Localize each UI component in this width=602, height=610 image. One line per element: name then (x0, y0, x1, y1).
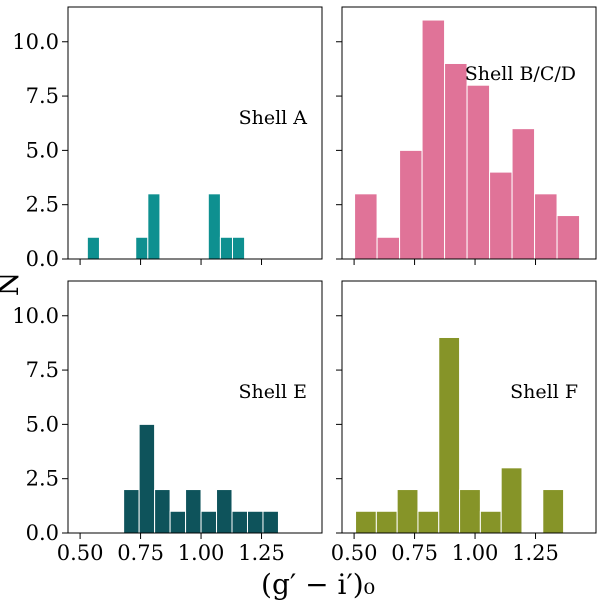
panel-label: Shell B/C/D (465, 63, 576, 85)
x-axis-label: (g′ − i′)₀ (261, 568, 375, 601)
bar (535, 194, 557, 259)
bar (220, 237, 232, 259)
y-tick-label: 5.0 (26, 138, 59, 162)
panel-1: 0.0 2.5 5.0 7.5 10.0 Shell A (12, 7, 322, 271)
panel-4: 0.50 0.75 1.00 1.25 Shell F (331, 281, 596, 565)
y-tick-label: 2.5 (26, 467, 59, 491)
x-tick-label: 1.25 (238, 541, 285, 565)
x-tick-label: 0.50 (331, 541, 378, 565)
x-tick-label: 0.75 (391, 541, 438, 565)
bar (377, 237, 399, 259)
panel-label: Shell E (238, 381, 307, 403)
panel-label: Shell A (239, 107, 308, 129)
panel-3: 0.0 2.5 5.0 7.5 10.0 0.50 0.75 1.00 1.25 Shell E (12, 281, 322, 565)
bar (217, 490, 232, 533)
bar (400, 150, 422, 259)
bar (439, 337, 460, 533)
bar (490, 172, 512, 259)
y-tick-label: 10.0 (12, 304, 59, 328)
bar (467, 85, 489, 259)
panel-frame (68, 7, 322, 259)
bar (512, 129, 534, 259)
y-tick-label: 0.0 (26, 247, 59, 271)
y-axis-label: N (0, 272, 25, 297)
bar (87, 237, 99, 259)
x-tick-label: 1.00 (452, 541, 499, 565)
y-tick-label: 7.5 (26, 84, 59, 108)
bar (170, 511, 185, 533)
bar (422, 20, 444, 259)
bar (397, 490, 418, 533)
bar (232, 511, 247, 533)
bar (460, 490, 481, 533)
bar (148, 194, 160, 259)
x-tick-label: 0.75 (117, 541, 164, 565)
bar (201, 511, 216, 533)
bar (208, 194, 220, 259)
bar (543, 490, 564, 533)
panels: 0.0 2.5 5.0 7.5 10.0 Shell A Shell B/C/D 0.0 2.5… (12, 7, 596, 565)
y-tick-label: 10.0 (12, 30, 59, 54)
bar (445, 63, 467, 259)
bar (186, 490, 201, 533)
bar (501, 468, 522, 533)
y-tick-label: 0.0 (26, 521, 59, 545)
bar (355, 194, 377, 259)
panel-label: Shell F (510, 381, 578, 403)
y-tick-label: 2.5 (26, 193, 59, 217)
x-tick-label: 1.00 (178, 541, 225, 565)
bar (136, 237, 148, 259)
bar (124, 490, 139, 533)
y-tick-label: 7.5 (26, 358, 59, 382)
bar (418, 511, 439, 533)
x-tick-label: 1.25 (512, 541, 559, 565)
panel-2: Shell B/C/D (336, 7, 596, 265)
bar (356, 511, 377, 533)
bar (247, 511, 262, 533)
bar (139, 424, 154, 533)
bar (557, 216, 579, 259)
bar (480, 511, 501, 533)
y-tick-label: 5.0 (26, 412, 59, 436)
bar (263, 511, 278, 533)
bar (155, 490, 170, 533)
bar (232, 237, 244, 259)
bar (376, 511, 397, 533)
x-tick-label: 0.50 (57, 541, 104, 565)
